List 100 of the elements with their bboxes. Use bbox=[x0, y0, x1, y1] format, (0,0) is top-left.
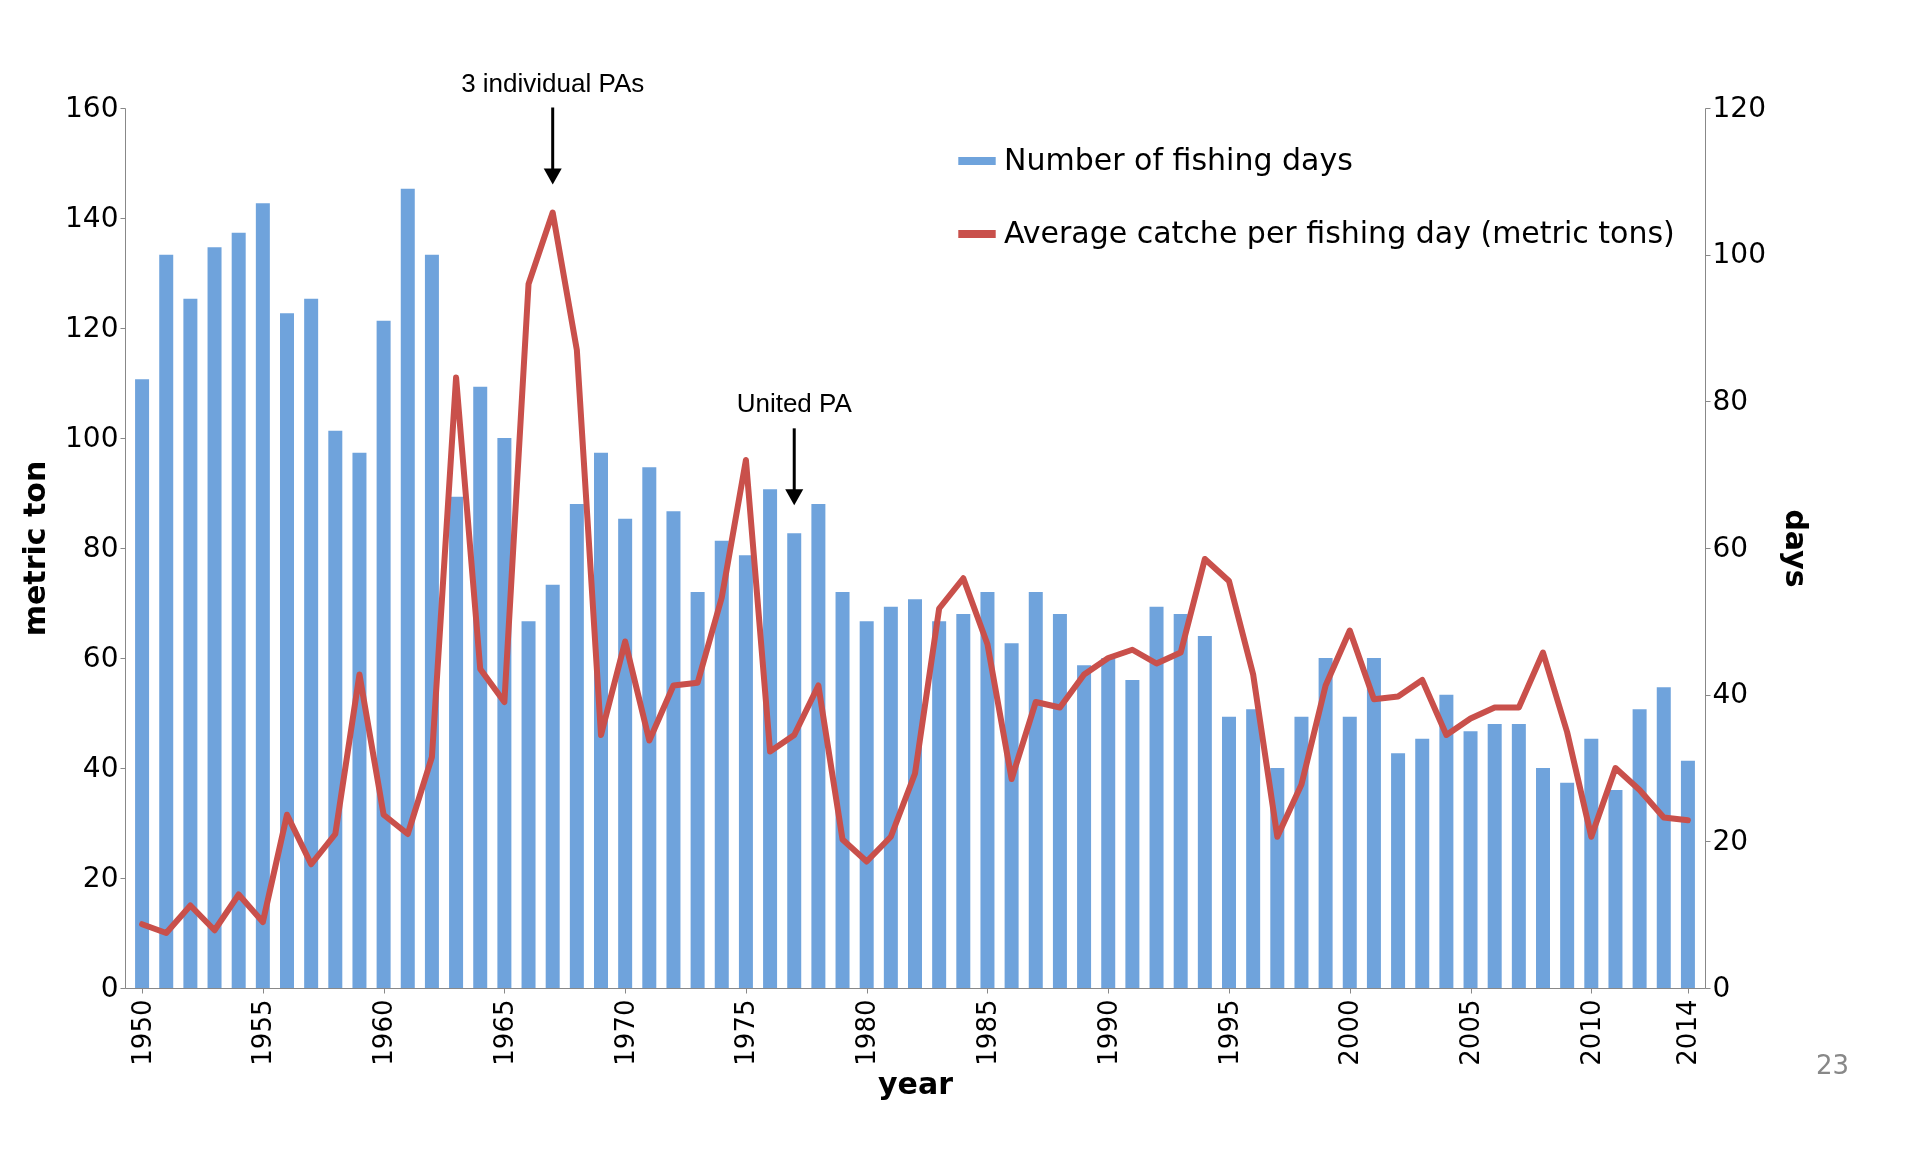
bar bbox=[521, 621, 536, 988]
y-tick-label: 0 bbox=[100, 970, 119, 1004]
bar bbox=[449, 496, 464, 988]
x-tick-label: 1995 bbox=[1213, 999, 1244, 1066]
bar bbox=[1197, 636, 1212, 988]
bar bbox=[883, 606, 898, 988]
bar bbox=[908, 599, 922, 988]
bar bbox=[376, 320, 391, 988]
bar bbox=[1680, 760, 1695, 988]
bar bbox=[1391, 753, 1406, 988]
y-tick-label: 160 bbox=[65, 90, 119, 124]
y2-axis-title: days bbox=[1778, 509, 1814, 588]
bar bbox=[618, 518, 633, 988]
y2-tick-label: 0 bbox=[1712, 970, 1731, 1004]
y-tick-label: 60 bbox=[82, 640, 119, 674]
y-tick-label: 20 bbox=[82, 860, 119, 894]
bar bbox=[763, 489, 778, 988]
bar bbox=[328, 430, 343, 988]
bar bbox=[1536, 768, 1550, 988]
bar bbox=[1173, 614, 1188, 988]
bar bbox=[1584, 738, 1599, 988]
bar bbox=[280, 313, 294, 988]
y-axis-title: metric ton bbox=[17, 460, 53, 637]
bar bbox=[497, 438, 512, 988]
text: 23 bbox=[1815, 1050, 1849, 1080]
bar bbox=[1463, 731, 1478, 988]
bar bbox=[1077, 665, 1092, 988]
bar bbox=[545, 584, 560, 988]
y-tick-label: 120 bbox=[65, 310, 119, 344]
bar bbox=[1487, 724, 1502, 988]
bar bbox=[787, 533, 802, 988]
x-tick-label: 1980 bbox=[851, 999, 882, 1066]
y2-tick-label: 120 bbox=[1712, 90, 1766, 124]
bar bbox=[1125, 680, 1140, 988]
x-tick-label: 1975 bbox=[730, 999, 761, 1066]
bar bbox=[1656, 687, 1671, 988]
bar bbox=[1246, 709, 1261, 988]
bar bbox=[1560, 782, 1575, 988]
x-tick-label: 1960 bbox=[368, 999, 399, 1066]
bar bbox=[231, 232, 246, 988]
bar bbox=[1318, 658, 1333, 988]
y2-tick-label: 20 bbox=[1712, 823, 1749, 857]
x-tick-label: 2005 bbox=[1455, 999, 1486, 1066]
bar bbox=[207, 247, 222, 988]
x-tick-label: 2014 bbox=[1672, 999, 1703, 1066]
bar bbox=[1439, 694, 1454, 988]
bar bbox=[569, 504, 584, 988]
legend-label: Number of fishing days bbox=[1004, 142, 1353, 177]
bar bbox=[1608, 790, 1623, 988]
y-tick-label: 100 bbox=[65, 420, 119, 454]
bar bbox=[932, 621, 947, 988]
bar bbox=[1222, 716, 1236, 988]
bar bbox=[1511, 724, 1526, 988]
x-tick-label: 1990 bbox=[1092, 999, 1123, 1066]
bar bbox=[1028, 592, 1043, 988]
bar bbox=[1294, 716, 1309, 988]
bar bbox=[811, 504, 826, 988]
x-axis-title: year bbox=[878, 1065, 954, 1101]
x-tick-label: 1965 bbox=[488, 999, 519, 1066]
x-tick-label: 1970 bbox=[609, 999, 640, 1066]
bar bbox=[255, 203, 270, 988]
bar bbox=[1415, 738, 1430, 988]
bar bbox=[642, 467, 657, 988]
y-tick-label: 40 bbox=[82, 750, 119, 784]
bar bbox=[1342, 716, 1357, 988]
bar bbox=[304, 298, 319, 988]
x-tick-label: 1985 bbox=[971, 999, 1002, 1066]
bar bbox=[1052, 614, 1067, 988]
x-tick-label: 1950 bbox=[126, 999, 157, 1066]
y-tick-label: 80 bbox=[82, 530, 119, 564]
y2-tick-label: 40 bbox=[1712, 677, 1749, 711]
bar bbox=[400, 188, 415, 988]
bar bbox=[1632, 709, 1647, 988]
y2-tick-label: 60 bbox=[1712, 530, 1749, 564]
bar bbox=[1366, 658, 1381, 988]
bar bbox=[1004, 643, 1019, 988]
bar bbox=[666, 511, 681, 988]
bar bbox=[135, 379, 150, 988]
bar bbox=[159, 254, 174, 988]
annotation: United PA bbox=[736, 388, 853, 419]
x-tick-label: 2000 bbox=[1334, 999, 1365, 1066]
bar bbox=[424, 254, 439, 988]
bar bbox=[859, 621, 874, 988]
x-tick-label: 2010 bbox=[1575, 999, 1606, 1066]
bar bbox=[1101, 658, 1116, 988]
bar bbox=[714, 540, 729, 988]
annotation: 3 individual PAs bbox=[461, 67, 645, 98]
bar bbox=[352, 452, 367, 988]
bar bbox=[690, 592, 705, 988]
bar bbox=[980, 592, 995, 988]
bar bbox=[1149, 606, 1164, 988]
bar bbox=[956, 614, 971, 988]
y-tick-label: 140 bbox=[65, 200, 119, 234]
y2-tick-label: 80 bbox=[1712, 383, 1749, 417]
x-tick-label: 1955 bbox=[247, 999, 278, 1066]
bar bbox=[835, 592, 850, 988]
y2-tick-label: 100 bbox=[1712, 237, 1766, 271]
bar bbox=[183, 298, 198, 988]
legend-label: Average catche per fishing day (metric tons) bbox=[1004, 215, 1675, 250]
bar bbox=[473, 386, 488, 988]
